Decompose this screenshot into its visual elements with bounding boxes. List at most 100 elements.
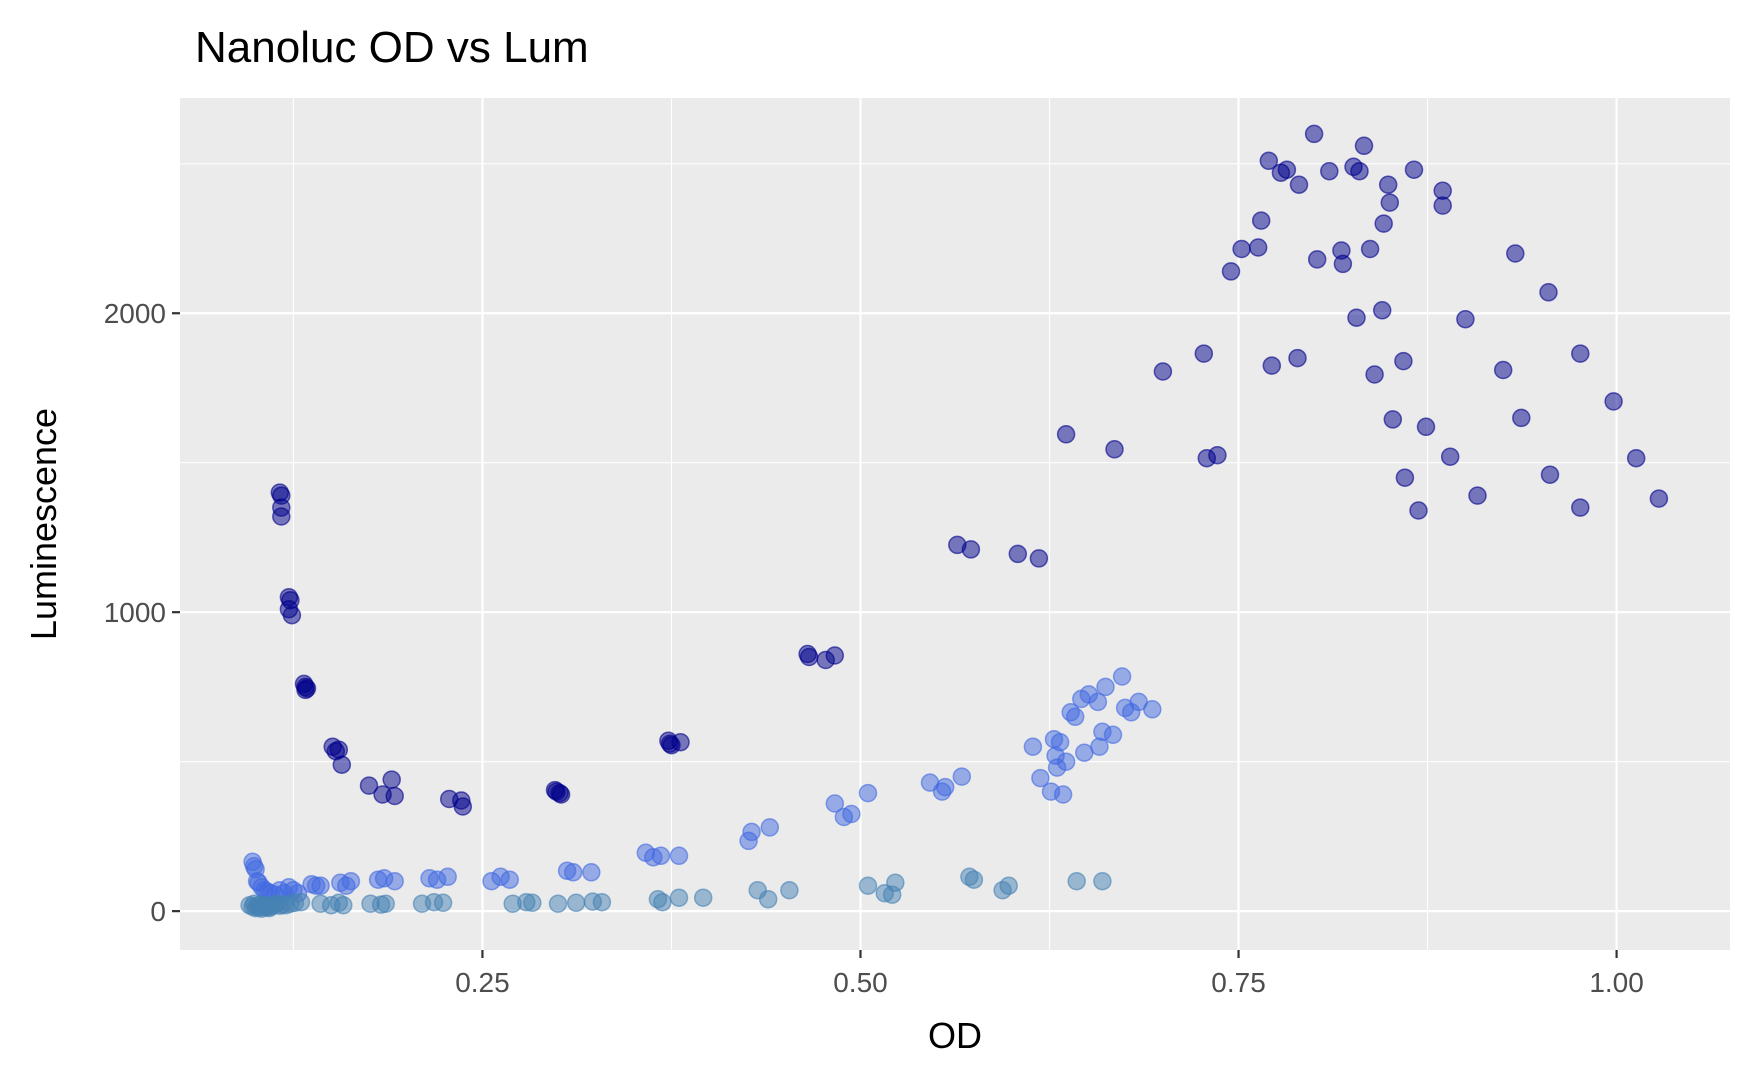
data-point <box>1143 700 1162 719</box>
data-point <box>1540 465 1560 484</box>
data-point <box>329 740 349 759</box>
data-point <box>961 540 981 559</box>
data-point <box>1221 262 1241 281</box>
data-point <box>842 804 861 824</box>
data-point <box>566 893 586 913</box>
data-point <box>1506 244 1525 263</box>
data-point <box>1023 737 1043 756</box>
data-point <box>291 892 311 912</box>
data-point <box>1333 254 1353 274</box>
data-point <box>1153 362 1173 381</box>
data-point <box>1232 239 1251 259</box>
data-point <box>1383 410 1403 429</box>
data-point <box>1604 392 1623 411</box>
data-point <box>1571 344 1590 363</box>
data-point <box>1360 239 1380 259</box>
data-point <box>1320 161 1339 181</box>
data-point <box>1350 161 1369 181</box>
data-point <box>1112 667 1132 686</box>
data-point <box>433 893 453 913</box>
y-tick-label: 0 <box>150 896 166 927</box>
x-tick-label: 0.25 <box>455 967 510 998</box>
data-point <box>1056 752 1076 771</box>
data-point <box>1433 196 1452 215</box>
data-point <box>1088 692 1108 712</box>
data-point <box>523 893 542 913</box>
data-point <box>1378 175 1398 194</box>
data-point <box>858 783 878 803</box>
data-point <box>282 605 302 625</box>
data-point <box>760 818 780 837</box>
x-axis-title: OD <box>928 1015 982 1056</box>
data-point <box>935 777 955 797</box>
data-point <box>1259 151 1279 171</box>
data-point <box>1440 447 1460 466</box>
data-point <box>952 767 972 786</box>
y-tick-label: 1000 <box>104 597 166 628</box>
data-point <box>1053 785 1073 804</box>
data-point <box>359 776 379 795</box>
data-point <box>1372 301 1392 320</box>
y-tick-label: 2000 <box>104 298 166 329</box>
data-point <box>1512 408 1531 428</box>
plot-panel <box>180 98 1730 950</box>
data-point <box>1354 136 1374 156</box>
data-point <box>1056 425 1076 444</box>
data-point <box>1571 498 1590 517</box>
data-point <box>1409 501 1428 520</box>
data-point <box>1649 489 1669 508</box>
data-point <box>799 647 819 667</box>
data-point <box>1395 468 1415 487</box>
data-point <box>272 507 291 526</box>
x-axis: 0.25 0.50 0.75 1.00 <box>455 950 1644 998</box>
data-point <box>1374 214 1393 233</box>
data-point <box>500 870 519 889</box>
data-point <box>742 822 761 842</box>
data-point <box>1404 160 1424 179</box>
data-point <box>1262 356 1282 375</box>
data-point <box>1380 193 1400 212</box>
data-point <box>1248 238 1268 257</box>
data-point <box>296 680 315 700</box>
data-point <box>341 871 361 891</box>
y-axis-title: Luminescence <box>23 408 64 640</box>
data-point <box>671 732 690 752</box>
data-point <box>592 892 612 912</box>
data-point <box>1307 250 1327 269</box>
data-point <box>1456 309 1475 329</box>
x-tick-label: 0.75 <box>1211 967 1266 998</box>
data-point <box>1347 308 1366 327</box>
data-point <box>332 755 352 774</box>
data-points <box>240 124 1669 918</box>
data-point <box>858 876 878 895</box>
data-point <box>780 880 799 900</box>
data-point <box>1029 549 1049 568</box>
data-point <box>1067 871 1086 891</box>
data-point <box>453 797 473 816</box>
data-point <box>1251 211 1271 230</box>
data-point <box>669 846 689 866</box>
data-point <box>382 770 401 789</box>
data-point <box>1626 448 1646 468</box>
x-tick-label: 1.00 <box>1589 967 1644 998</box>
data-point <box>1468 486 1487 505</box>
data-point <box>651 846 671 866</box>
data-point <box>1394 351 1413 371</box>
data-point <box>438 867 457 887</box>
data-point <box>1096 677 1115 697</box>
data-point <box>693 888 713 907</box>
x-tick-label: 0.50 <box>833 967 888 998</box>
data-point <box>311 876 330 895</box>
data-point <box>653 892 672 912</box>
data-point <box>1031 768 1050 788</box>
data-point <box>582 863 601 882</box>
data-point <box>964 870 984 889</box>
data-point <box>385 871 404 891</box>
y-axis: 0 1000 2000 <box>104 298 180 927</box>
data-point <box>1103 725 1123 745</box>
data-point <box>1365 365 1384 384</box>
data-point <box>1208 445 1227 465</box>
data-point <box>1539 283 1558 302</box>
chart-title: Nanoluc OD vs Lum <box>195 23 589 72</box>
